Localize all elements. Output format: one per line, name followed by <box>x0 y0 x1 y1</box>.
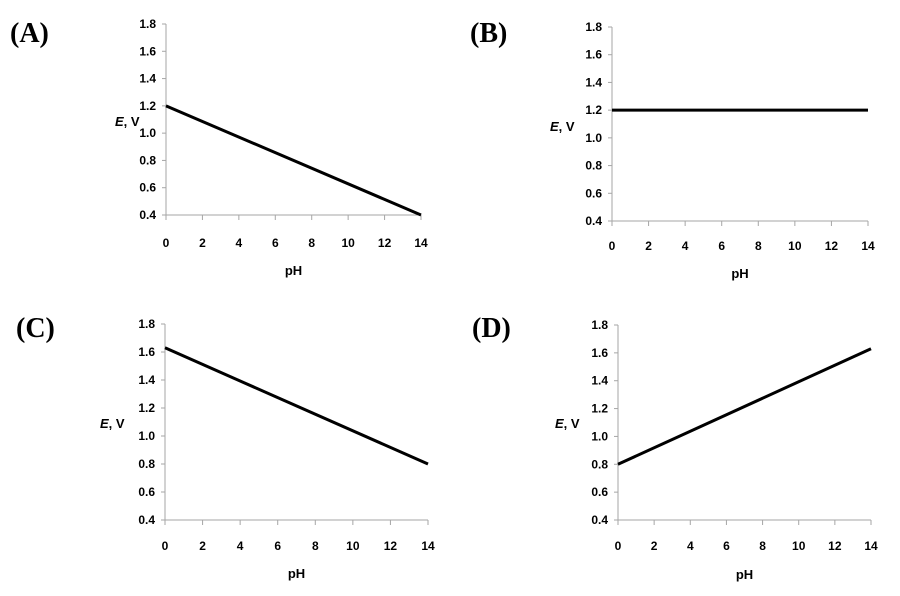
x-tick-label: 12 <box>384 539 398 553</box>
y-tick-label: 1.0 <box>138 429 155 443</box>
y-tick-label: 1.6 <box>139 44 156 58</box>
y-tick-label: 0.4 <box>138 513 155 527</box>
y-axis-title-symbol: E <box>115 114 124 129</box>
x-tick-label: 8 <box>312 539 319 553</box>
y-tick-label: 1.8 <box>591 318 608 332</box>
y-tick-label: 1.0 <box>591 429 608 443</box>
x-tick-label: 4 <box>237 539 244 553</box>
y-tick-label: 1.2 <box>585 103 602 117</box>
x-tick-label: 0 <box>162 539 169 553</box>
x-axis-title: pH <box>731 266 748 281</box>
y-axis-title: E, V <box>550 119 575 134</box>
x-tick-label: 8 <box>308 236 315 250</box>
y-tick-label: 1.6 <box>585 48 602 62</box>
y-tick-label: 0.8 <box>138 457 155 471</box>
y-tick-label: 0.6 <box>585 186 602 200</box>
y-tick-label: 1.4 <box>585 75 602 89</box>
panel-label: (C) <box>16 313 55 344</box>
x-tick-label: 6 <box>274 539 281 553</box>
y-tick-label: 1.4 <box>139 72 156 86</box>
x-tick-label: 2 <box>645 239 652 253</box>
y-tick-label: 1.2 <box>591 402 608 416</box>
y-tick-label: 0.4 <box>139 208 156 222</box>
y-axis-title-unit: , V <box>124 114 140 129</box>
x-tick-label: 6 <box>723 539 730 553</box>
y-axis-title: E, V <box>115 114 140 129</box>
x-tick-label: 2 <box>199 539 206 553</box>
x-tick-label: 10 <box>788 239 802 253</box>
x-axis-title: pH <box>285 263 302 278</box>
y-axis-title-symbol: E <box>550 119 559 134</box>
x-tick-label: 14 <box>864 539 878 553</box>
y-axis-title-symbol: E <box>100 416 109 431</box>
y-tick-label: 1.8 <box>585 20 602 34</box>
series-line <box>164 346 429 466</box>
x-tick-label: 12 <box>828 539 842 553</box>
x-tick-label: 4 <box>682 239 689 253</box>
y-tick-label: 0.4 <box>585 214 602 228</box>
y-tick-label: 0.8 <box>139 153 156 167</box>
y-tick-label: 0.8 <box>585 159 602 173</box>
x-tick-label: 6 <box>718 239 725 253</box>
series-line <box>165 104 422 217</box>
x-tick-label: 2 <box>199 236 206 250</box>
y-axis-title: E, V <box>555 416 580 431</box>
panel-label: (D) <box>472 313 511 344</box>
y-tick-label: 0.4 <box>591 513 608 527</box>
y-axis-title-symbol: E <box>555 416 564 431</box>
x-tick-label: 14 <box>421 539 435 553</box>
y-tick-label: 0.6 <box>139 181 156 195</box>
y-tick-label: 1.0 <box>585 131 602 145</box>
x-tick-label: 10 <box>346 539 360 553</box>
panel-label: (A) <box>10 18 49 49</box>
panel-label: (B) <box>470 18 507 49</box>
x-tick-label: 0 <box>609 239 616 253</box>
x-tick-label: 0 <box>163 236 170 250</box>
y-axis-title-unit: , V <box>564 416 580 431</box>
x-tick-label: 10 <box>341 236 355 250</box>
chart-panel-a: (A) 0.4 0.6 0.8 1.0 1.2 1.4 1.6 1.8 0 2 4 6 8 10 12 14 pH… <box>10 17 428 278</box>
x-tick-label: 12 <box>825 239 839 253</box>
y-axis-title-unit: , V <box>559 119 575 134</box>
x-tick-label: 12 <box>378 236 392 250</box>
x-tick-label: 14 <box>861 239 875 253</box>
y-tick-label: 1.0 <box>139 126 156 140</box>
x-tick-label: 8 <box>755 239 762 253</box>
y-axis-title-unit: , V <box>109 416 125 431</box>
x-axis-title: pH <box>736 567 753 582</box>
y-tick-label: 0.6 <box>591 485 608 499</box>
y-tick-label: 1.8 <box>138 317 155 331</box>
chart-panel-b: (B) 0.4 0.6 0.8 1.0 1.2 1.4 1.6 1.8 0 2 4 6 8 10 12 14 pH… <box>470 18 875 281</box>
x-tick-label: 2 <box>651 539 658 553</box>
chart-panel-c: (C) 0.4 0.6 0.8 1.0 1.2 1.4 1.6 1.8 0 2 4 6 8 10 12 14 pH… <box>16 313 435 581</box>
y-tick-label: 1.6 <box>138 345 155 359</box>
x-tick-label: 4 <box>236 236 243 250</box>
series-line <box>617 347 872 466</box>
x-tick-label: 8 <box>759 539 766 553</box>
y-tick-label: 1.8 <box>139 17 156 31</box>
y-tick-label: 1.2 <box>139 99 156 113</box>
x-tick-label: 4 <box>687 539 694 553</box>
y-tick-label: 1.4 <box>138 373 155 387</box>
x-axis-title: pH <box>288 566 305 581</box>
x-tick-label: 6 <box>272 236 279 250</box>
y-tick-label: 1.4 <box>591 374 608 388</box>
x-tick-label: 14 <box>414 236 428 250</box>
x-tick-label: 10 <box>792 539 806 553</box>
chart-panel-d: (D) 0.4 0.6 0.8 1.0 1.2 1.4 1.6 1.8 0 2 4 6 8 10 12 14 pH… <box>472 313 878 582</box>
y-tick-label: 1.6 <box>591 346 608 360</box>
y-tick-label: 0.6 <box>138 485 155 499</box>
y-tick-label: 1.2 <box>138 401 155 415</box>
y-axis-title: E, V <box>100 416 125 431</box>
y-tick-label: 0.8 <box>591 457 608 471</box>
x-tick-label: 0 <box>615 539 622 553</box>
